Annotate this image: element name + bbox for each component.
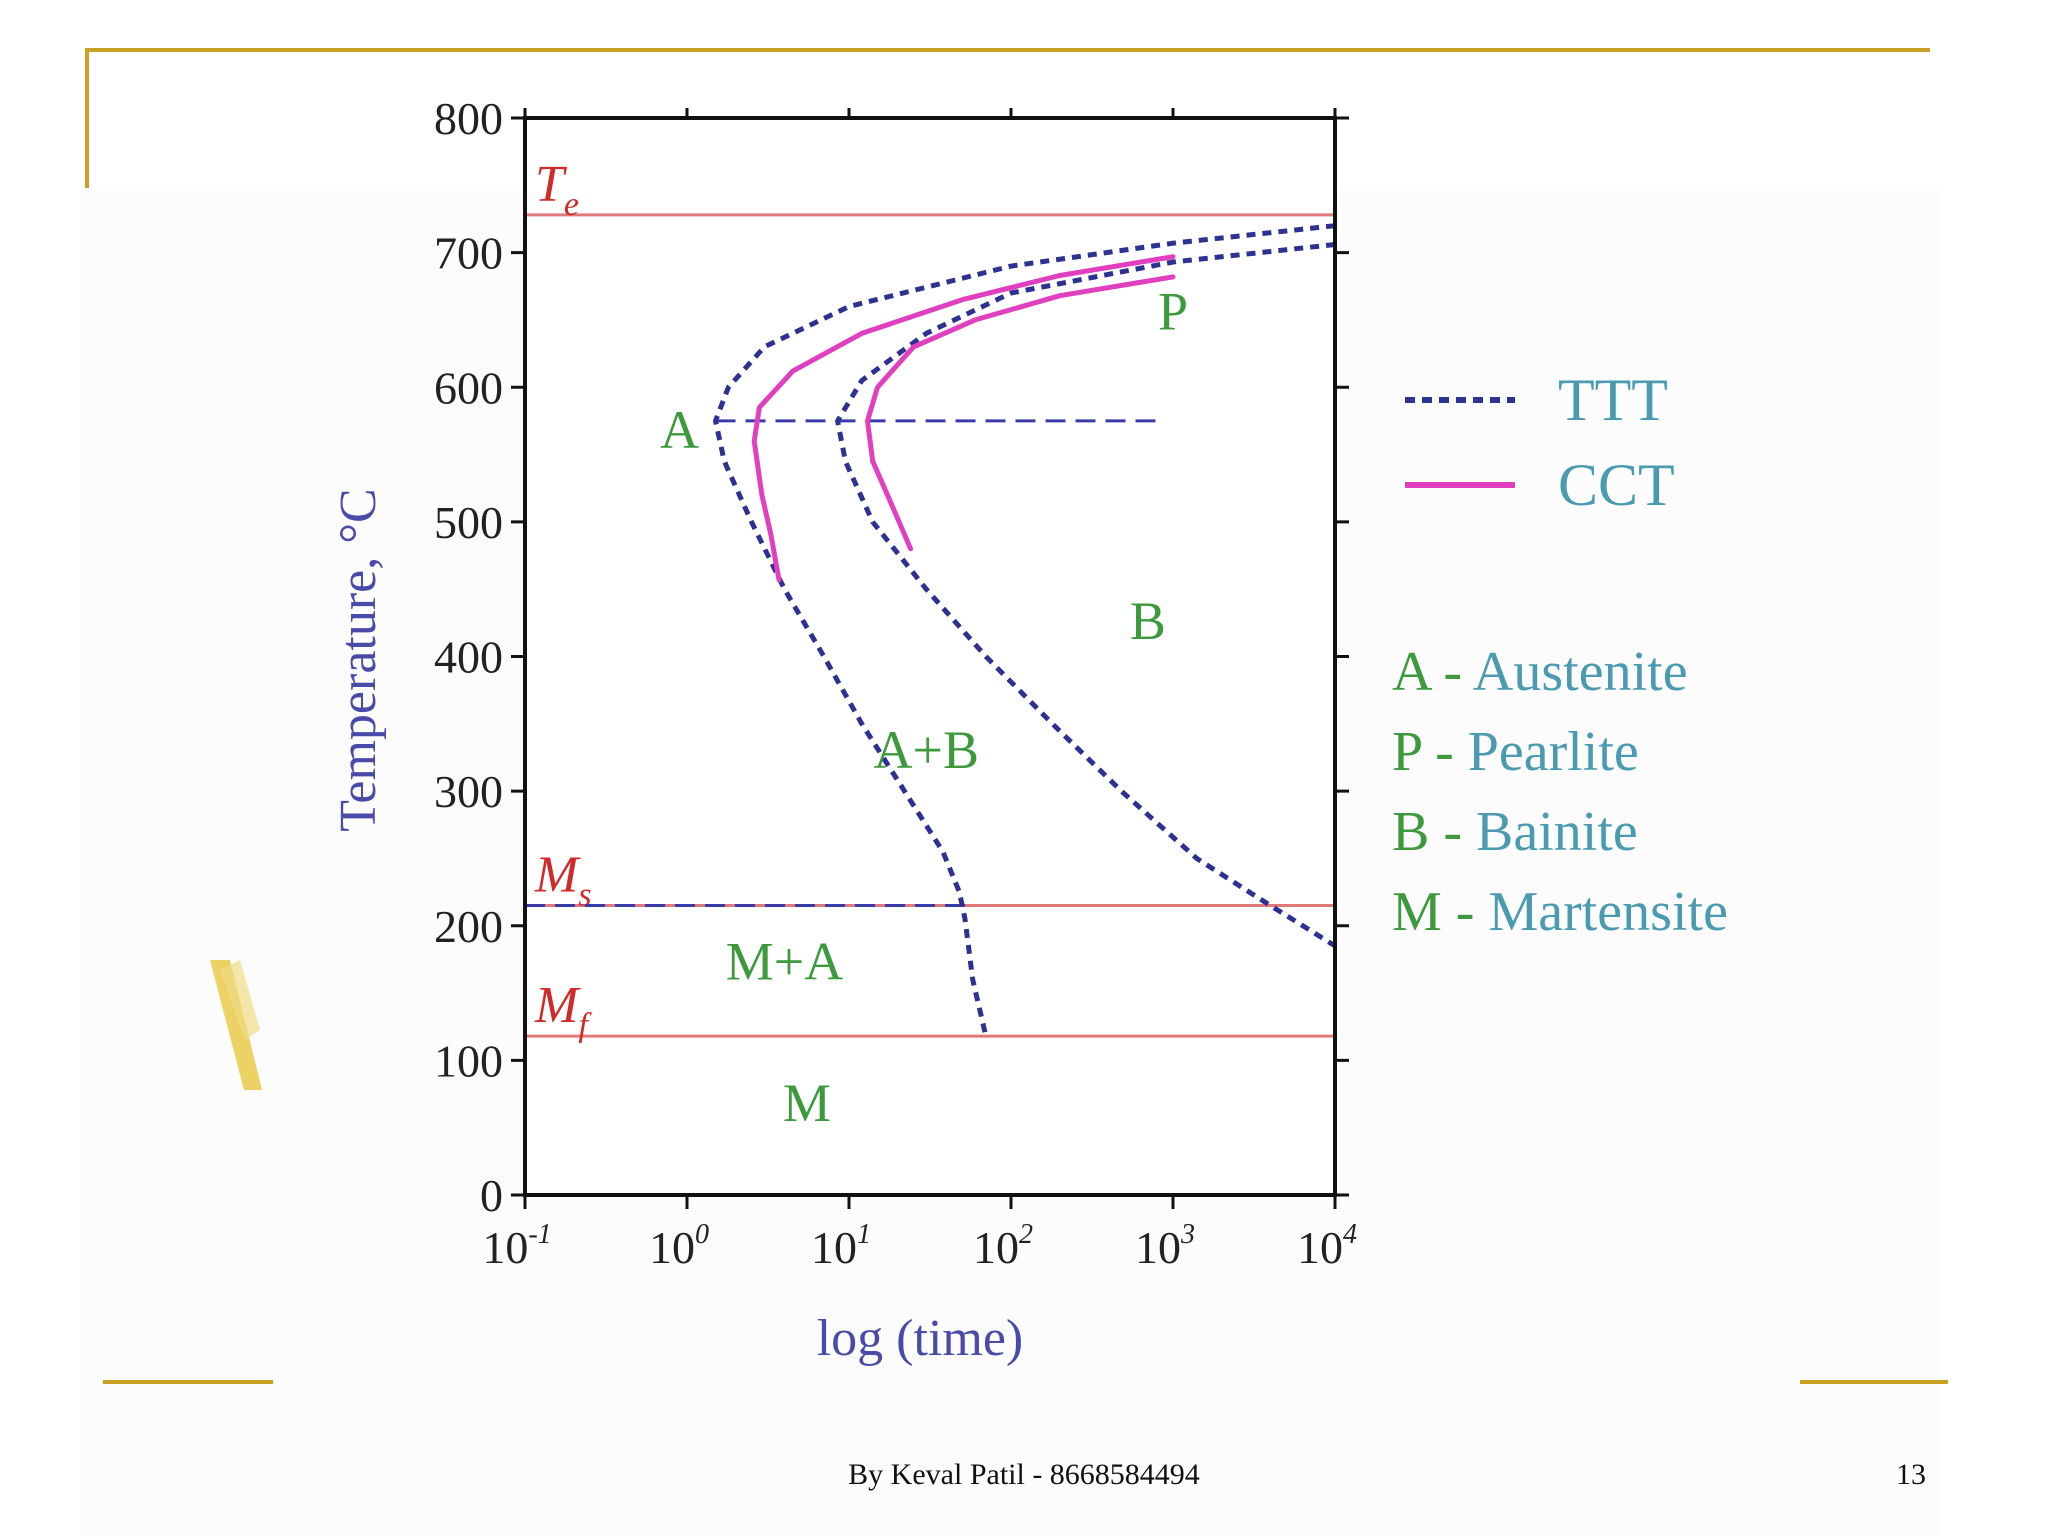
top-rule (85, 48, 1930, 52)
phase-annotation: B - Bainite (1392, 801, 1638, 863)
y-tick-label: 200 (434, 901, 503, 952)
page-number: 13 (1896, 1458, 1926, 1491)
plot-area (525, 118, 1335, 1195)
x-tick-label: 103 (1135, 1219, 1195, 1273)
left-rule (85, 48, 89, 188)
x-tick-label: 102 (973, 1219, 1033, 1273)
y-tick-label: 400 (434, 632, 503, 683)
cct-curve (865, 274, 1176, 552)
y-tick-label: 300 (434, 766, 503, 817)
footer-author: By Keval Patil - 8668584494 (848, 1458, 1200, 1491)
region-label: A (660, 400, 699, 460)
region-label: P (1158, 281, 1188, 341)
watermark-logo (210, 960, 262, 1090)
ttt-curve (835, 242, 1337, 949)
bottom-rule-left (103, 1380, 273, 1384)
reference-line-label: Te (535, 156, 579, 223)
phase-annotation: M - Martensite (1392, 881, 1728, 943)
region-label: M (783, 1073, 831, 1133)
y-tick-label: 700 (434, 228, 503, 279)
y-axis-title: Temperature, °C (330, 488, 387, 831)
bottom-rule-right (1800, 1380, 1948, 1384)
x-tick-label: 100 (649, 1219, 709, 1273)
y-tick-label: 100 (434, 1035, 503, 1086)
region-label: B (1130, 591, 1166, 651)
legend-label: TTT (1558, 367, 1668, 433)
x-tick-label: 104 (1297, 1219, 1357, 1273)
x-tick-label: 101 (811, 1219, 871, 1273)
region-label: A+B (874, 720, 979, 780)
phase-annotation: A - Austenite (1392, 641, 1688, 703)
legend-label: CCT (1558, 452, 1675, 518)
x-axis-title: log (time) (817, 1310, 1024, 1367)
cct-curve (751, 254, 1176, 583)
y-tick-label: 800 (434, 93, 503, 144)
ttt-curve (713, 223, 1336, 1037)
x-tick-label: 10-1 (482, 1219, 551, 1273)
phase-annotation: P - Pearlite (1392, 721, 1639, 783)
y-tick-label: 0 (480, 1170, 503, 1221)
y-tick-label: 600 (434, 362, 503, 413)
region-label: M+A (726, 932, 843, 992)
y-tick-label: 500 (434, 497, 503, 548)
